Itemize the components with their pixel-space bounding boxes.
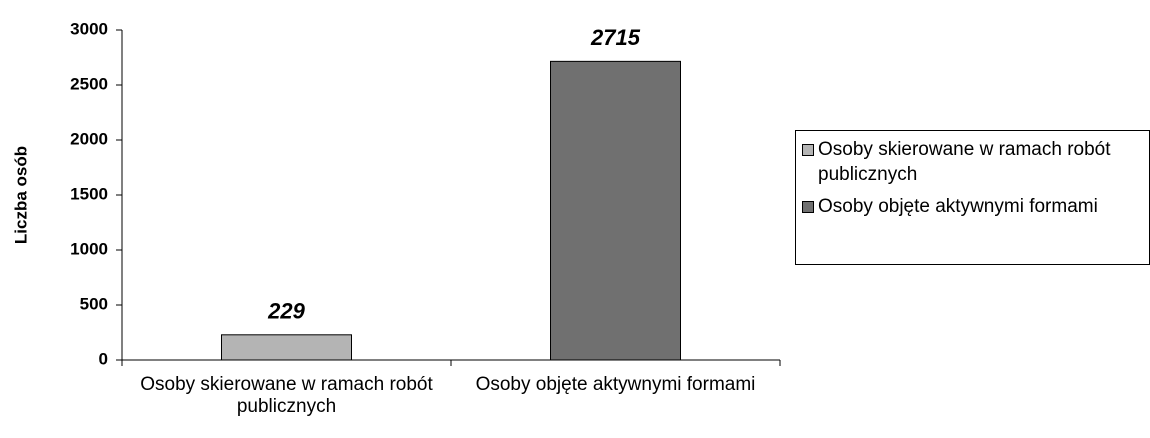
y-tick-label: 3000 [70, 19, 108, 38]
legend-label: Osoby skierowane w ramach robót publiczn… [802, 137, 1148, 187]
x-tick-label: Osoby skierowane w ramach robót publiczn… [140, 374, 433, 417]
bar [221, 334, 352, 361]
legend-swatch [802, 201, 814, 213]
y-tick-label: 1000 [70, 239, 108, 258]
legend-swatch [802, 144, 814, 156]
legend-label: Osoby objęte aktywnymi formami [802, 194, 1148, 219]
legend: Osoby skierowane w ramach robót publiczn… [795, 130, 1150, 265]
y-tick-label: 500 [80, 294, 108, 313]
value-label: 2715 [590, 25, 641, 50]
y-tick-label: 0 [99, 349, 108, 368]
y-tick-label: 2500 [70, 74, 108, 93]
y-axis-label: Liczba osób [11, 146, 30, 244]
y-tick-label: 1500 [70, 184, 108, 203]
value-label: 229 [267, 299, 305, 324]
x-tick-label: Osoby objęte aktywnymi formami [475, 374, 756, 395]
bar [550, 60, 681, 361]
y-tick-label: 2000 [70, 129, 108, 148]
